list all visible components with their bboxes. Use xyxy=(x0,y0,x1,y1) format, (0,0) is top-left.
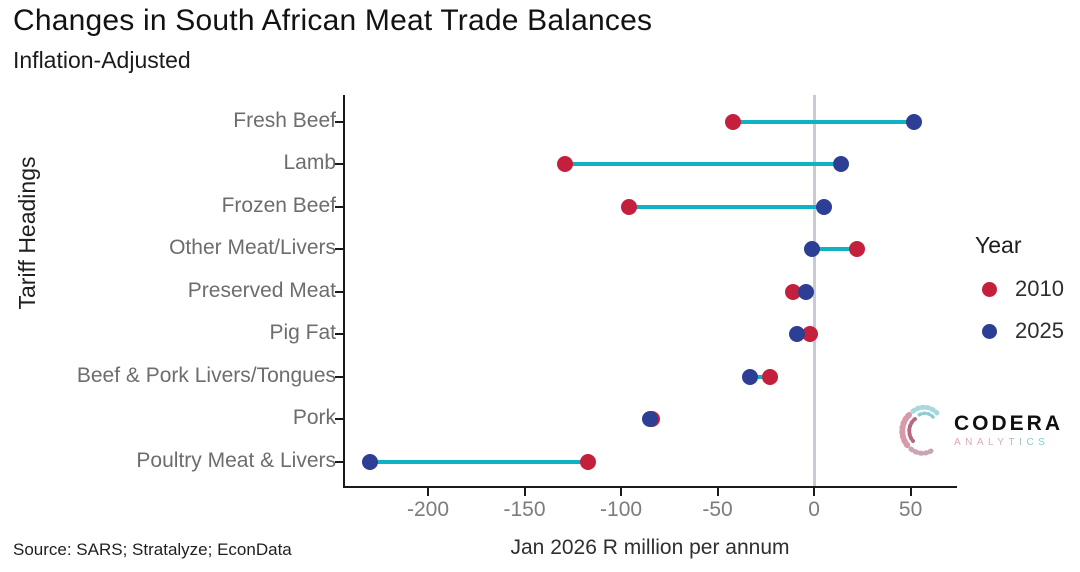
x-axis-tick xyxy=(427,488,429,496)
legend-title: Year xyxy=(975,232,1022,258)
x-axis-tick xyxy=(813,488,816,496)
connector-line xyxy=(370,459,589,464)
codera-logo-analytics: ANALYTICS xyxy=(954,436,1063,450)
legend-item-2025: 2025 xyxy=(975,318,1075,343)
dot-2025 xyxy=(362,453,379,470)
category-label: Pork xyxy=(292,406,336,430)
dot-2010 xyxy=(802,326,819,343)
x-axis-tick xyxy=(523,488,526,496)
dot-2025 xyxy=(804,241,821,258)
connector-line xyxy=(565,162,842,167)
dot-2025 xyxy=(798,283,815,300)
connector-line xyxy=(750,374,770,379)
category-label: Frozen Beef xyxy=(221,193,336,217)
category-label: Other Meat/Livers xyxy=(169,236,336,260)
x-axis-tick-label: 50 xyxy=(898,498,923,521)
connector-line xyxy=(812,247,857,252)
category-label: Beef & Pork Livers/Tongues xyxy=(76,363,336,387)
connector-line xyxy=(628,204,824,209)
dot-2025 xyxy=(906,114,923,130)
category-label: Poultry Meat & Livers xyxy=(136,448,336,472)
dot-2010 xyxy=(761,368,778,385)
connector-line xyxy=(733,120,915,124)
dot-2010 xyxy=(580,453,597,470)
x-axis-tick-label: -50 xyxy=(702,498,733,521)
source-note: Source: SARS; Stratalyze; EconData xyxy=(13,540,292,559)
legend-swatch-2025 xyxy=(982,323,997,339)
legend-swatch-2010 xyxy=(982,281,997,297)
y-axis-tick xyxy=(335,163,343,166)
x-axis-spine xyxy=(343,486,957,488)
y-axis-tick xyxy=(335,121,343,123)
dot-2025 xyxy=(642,411,658,428)
dot-2025 xyxy=(815,198,832,215)
x-axis-tick-label: -150 xyxy=(503,498,546,521)
y-axis-tick xyxy=(335,333,343,336)
x-axis-tick-label: -100 xyxy=(600,498,643,521)
zero-reference-line xyxy=(812,95,816,486)
x-axis-tick xyxy=(716,488,719,496)
y-axis-tick xyxy=(335,375,343,378)
dot-2010 xyxy=(725,114,741,130)
category-label: Lamb xyxy=(283,151,336,175)
codera-logo: CODERA ANALYTICS xyxy=(897,401,1062,461)
category-label: Preserved Meat xyxy=(187,278,336,302)
dot-2010 xyxy=(620,198,637,215)
dot-2025 xyxy=(833,156,850,173)
legend-label: 2025 xyxy=(1015,318,1064,343)
x-axis-tick-label: 0 xyxy=(808,498,820,521)
codera-logo-mark xyxy=(899,404,940,456)
dot-2010 xyxy=(784,283,801,300)
y-axis-tick xyxy=(335,248,343,251)
legend-label: 2010 xyxy=(1015,276,1064,301)
dot-2025 xyxy=(788,326,805,343)
legend-items: 2010 2025 xyxy=(975,276,1075,343)
y-axis-tick xyxy=(335,290,343,293)
legend: Year 2010 2025 xyxy=(975,232,1075,361)
y-axis-tick xyxy=(335,418,343,421)
chart-title: Changes in South African Meat Trade Bala… xyxy=(13,4,653,37)
dot-2025 xyxy=(742,368,759,385)
x-axis-tick xyxy=(909,488,912,496)
dot-2010 xyxy=(848,241,865,258)
plot-area: -200 -150 -100 -50 0 50 xyxy=(335,95,957,521)
chart-subtitle: Inflation-Adjusted xyxy=(13,47,191,73)
category-axis-labels: Fresh Beef Lamb Frozen Beef Other Meat/Live… xyxy=(0,95,336,486)
x-axis-tick xyxy=(620,488,623,496)
y-axis-tick xyxy=(335,460,343,463)
category-label: Fresh Beef xyxy=(233,109,336,132)
codera-logo-name: CODERA xyxy=(954,412,1064,435)
y-axis-tick xyxy=(335,205,343,208)
legend-item-2010: 2010 xyxy=(975,276,1075,301)
x-axis-tick-label: -200 xyxy=(406,498,450,521)
y-axis-spine xyxy=(343,95,345,488)
x-axis-title: Jan 2026 R million per annum xyxy=(510,536,790,559)
category-label: Pig Fat xyxy=(269,321,336,345)
dot-2010 xyxy=(557,156,574,173)
